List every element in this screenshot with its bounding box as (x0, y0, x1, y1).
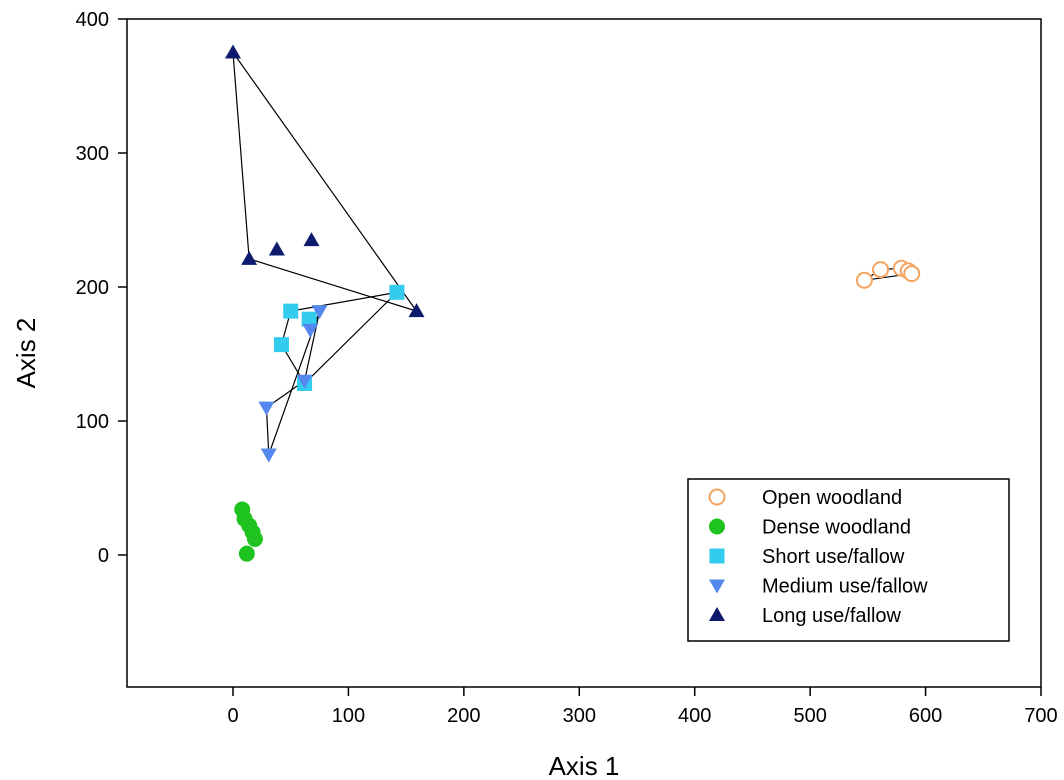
x-tick-label: 400 (678, 705, 711, 727)
y-tick-label: 300 (76, 143, 109, 165)
data-point (258, 401, 275, 416)
legend-label: Short use/fallow (762, 546, 905, 568)
plot-area-frame (126, 18, 1042, 688)
y-axis-ticks: 0 100 200 300 400 (76, 9, 127, 567)
x-tick-label: 600 (909, 705, 942, 727)
data-point (238, 545, 255, 562)
data-point (855, 271, 873, 289)
data-point (302, 323, 319, 338)
legend-marker (709, 548, 725, 564)
y-tick-label: 400 (76, 9, 109, 31)
x-tick-label: 0 (227, 705, 238, 727)
x-axis-ticks: 0 100 200 300 400 500 600 700 (227, 687, 1058, 727)
legend-marker (709, 518, 725, 535)
legend-label: Open woodland (762, 487, 902, 509)
data-point (241, 250, 258, 265)
x-tick-label: 300 (563, 705, 596, 727)
data-point (273, 337, 289, 353)
legend: Open woodland Dense woodland Short use/fal… (687, 478, 1010, 642)
x-tick-label: 100 (332, 705, 365, 727)
hull-line (232, 52, 419, 313)
legend-marker (709, 579, 725, 594)
y-tick-label: 0 (98, 545, 109, 567)
y-axis-title: Axis 2 (11, 318, 41, 389)
legend-marker (708, 488, 726, 506)
y-tick-label: 200 (76, 277, 109, 299)
data-point (301, 311, 317, 327)
data-point (408, 303, 425, 318)
data-point (225, 44, 241, 59)
y-tick-label: 100 (76, 411, 109, 433)
data-point (268, 241, 285, 256)
data-point (903, 265, 921, 283)
data-point (283, 303, 299, 319)
data-point (296, 374, 313, 389)
data-point (303, 232, 320, 247)
data-point (872, 261, 890, 279)
data-point (260, 448, 277, 463)
data-point (311, 305, 328, 320)
x-tick-label: 200 (447, 705, 480, 727)
legend-label: Dense woodland (762, 517, 911, 539)
x-axis-title: Axis 1 (549, 751, 620, 780)
x-tick-label: 700 (1024, 705, 1057, 727)
x-tick-label: 500 (793, 705, 826, 727)
legend-label: Long use/fallow (762, 605, 902, 627)
convex-hulls (232, 52, 914, 455)
data-point (389, 284, 405, 300)
legend-box (687, 478, 1010, 642)
data-point (246, 530, 263, 547)
legend-label: Medium use/fallow (762, 576, 928, 598)
data-points (225, 44, 921, 562)
legend-marker (709, 607, 725, 621)
